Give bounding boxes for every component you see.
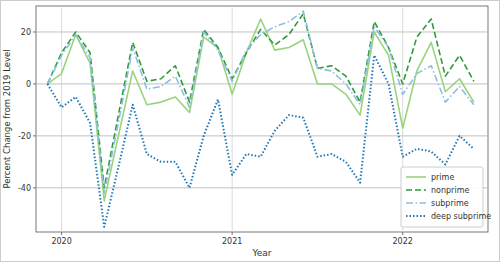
grid-line [36,135,488,136]
chart: -40-20020202020212022YearPercent Change … [0,0,500,262]
figure-border [1,1,500,262]
tick-label: -40 [18,184,31,193]
y-axis-label: Percent Change from 2019 Level [2,49,12,188]
tick-label: 0 [26,80,31,89]
tick-label: 2021 [222,237,242,246]
plot-frame [36,6,488,232]
series-line [47,14,473,188]
series-line [47,11,473,193]
legend-swatch [406,176,426,178]
tick-mark [402,232,403,235]
tick-mark [33,187,36,188]
legend-swatch [406,189,426,191]
grid-line [36,83,488,84]
tick-mark [33,83,36,84]
legend-label: subprime [431,199,469,208]
tick-label: 20 [21,28,31,37]
tick-label: 2020 [51,237,71,246]
legend: prime nonprime subprime deep subprime [401,167,491,227]
legend-label: prime [431,173,454,182]
tick-mark [33,31,36,32]
legend-label: deep subprime [431,212,491,221]
grid-line [61,6,62,232]
tick-mark [61,232,62,235]
grid-line [232,6,233,232]
tick-mark [232,232,233,235]
tick-mark [33,135,36,136]
tick-label: -20 [18,132,31,141]
legend-swatch [406,202,426,204]
tick-label: 2022 [393,237,413,246]
legend-swatch [406,215,426,217]
x-axis-label: Year [251,248,271,258]
legend-label: nonprime [431,186,469,195]
